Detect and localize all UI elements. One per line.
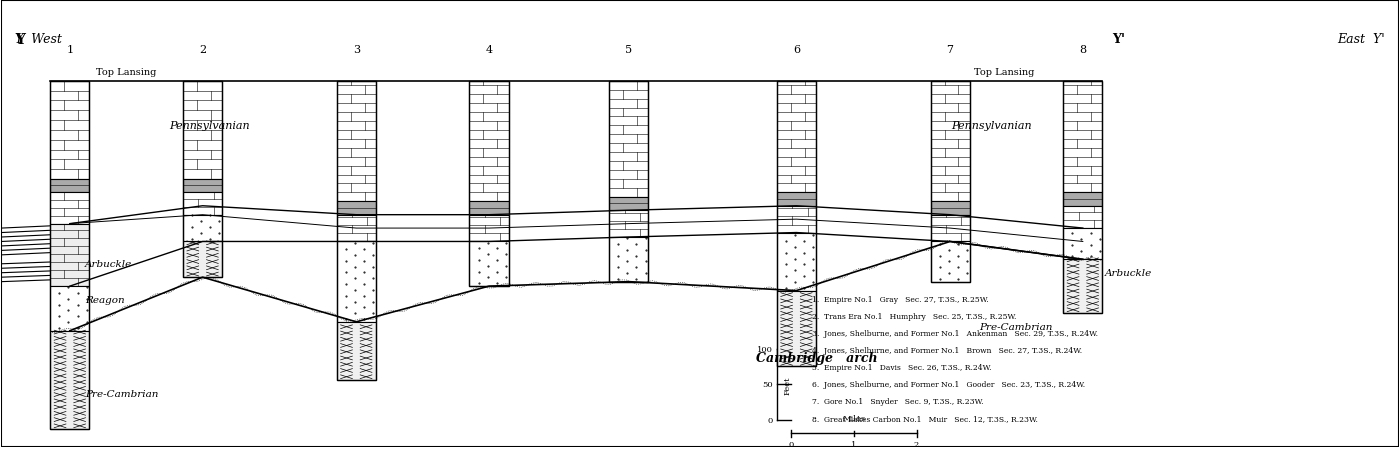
Text: 3.  Jones, Shelburne, and Former No.1   Ankenman   Sec. 29, T.3S., R.24W.: 3. Jones, Shelburne, and Former No.1 Ank… — [812, 329, 1098, 337]
Bar — [469, 215, 508, 242]
Bar — [1063, 260, 1102, 313]
Text: 0: 0 — [788, 440, 794, 448]
Bar — [931, 82, 970, 282]
Text: East  Y': East Y' — [1337, 32, 1385, 46]
Bar — [183, 179, 223, 193]
Bar — [50, 193, 90, 224]
Text: 0: 0 — [767, 416, 773, 424]
Text: 6.  Jones, Shelburne, and Former No.1   Gooder   Sec. 23, T.3S., R.24W.: 6. Jones, Shelburne, and Former No.1 Goo… — [812, 380, 1085, 388]
Text: Feet: Feet — [784, 375, 792, 394]
Text: 4.  Jones, Shelburne, and Former No.1   Brown   Sec. 27, T.3S., R.24W.: 4. Jones, Shelburne, and Former No.1 Bro… — [812, 346, 1082, 354]
Text: 7.  Gore No.1   Snyder   Sec. 9, T.3S., R.23W.: 7. Gore No.1 Snyder Sec. 9, T.3S., R.23W… — [812, 397, 983, 405]
Bar — [183, 242, 223, 277]
Text: Miles: Miles — [843, 414, 865, 422]
Text: Pennsylvanian: Pennsylvanian — [952, 121, 1032, 131]
Bar — [609, 238, 648, 282]
Text: Top Lansing: Top Lansing — [974, 68, 1035, 77]
Bar — [337, 202, 375, 215]
Bar — [50, 179, 90, 193]
Bar — [337, 82, 375, 380]
Text: Pennsylvanian: Pennsylvanian — [169, 121, 249, 131]
Text: Arbuckle: Arbuckle — [1105, 269, 1152, 278]
Bar — [609, 198, 648, 211]
Bar — [931, 82, 970, 202]
Text: Pre-Cambrian: Pre-Cambrian — [980, 322, 1053, 331]
Bar — [777, 233, 816, 291]
Text: 2.  Trans Era No.1   Humphry   Sec. 25, T.3S., R.25W.: 2. Trans Era No.1 Humphry Sec. 25, T.3S.… — [812, 312, 1016, 320]
Bar — [1063, 206, 1102, 229]
Bar — [337, 215, 375, 242]
Text: 3: 3 — [353, 45, 360, 55]
Text: Reagon: Reagon — [85, 295, 125, 304]
Bar — [609, 211, 648, 238]
Text: 5: 5 — [626, 45, 633, 55]
Text: 2: 2 — [914, 440, 920, 448]
Bar — [50, 286, 90, 331]
Bar — [1063, 82, 1102, 193]
Bar — [777, 291, 816, 367]
Text: Cambridge   arch: Cambridge arch — [756, 351, 878, 364]
Text: Arbuckle: Arbuckle — [85, 260, 133, 269]
Bar — [183, 82, 223, 179]
Bar — [469, 242, 508, 286]
Bar — [469, 82, 508, 202]
Bar — [931, 202, 970, 215]
Bar — [183, 215, 223, 242]
Bar — [50, 82, 90, 179]
Bar — [931, 215, 970, 242]
Bar — [609, 82, 648, 198]
Bar — [183, 82, 223, 277]
Text: 1.  Empire No.1   Gray   Sec. 27, T.3S., R.25W.: 1. Empire No.1 Gray Sec. 27, T.3S., R.25… — [812, 295, 988, 304]
Text: 50: 50 — [762, 381, 773, 388]
Text: Y: Y — [15, 32, 25, 46]
Text: 8.  Great Lakes Carbon No.1   Muir   Sec. 12, T.3S., R.23W.: 8. Great Lakes Carbon No.1 Muir Sec. 12,… — [812, 414, 1037, 422]
Text: 100: 100 — [757, 345, 773, 353]
Bar — [931, 242, 970, 282]
Bar — [777, 193, 816, 206]
Text: 7: 7 — [946, 45, 953, 55]
Bar — [337, 322, 375, 380]
Bar — [777, 82, 816, 193]
Bar — [50, 82, 90, 429]
Bar — [1063, 229, 1102, 260]
Bar — [469, 202, 508, 215]
Bar — [337, 82, 375, 202]
Text: Top Lansing: Top Lansing — [97, 68, 157, 77]
Text: 4: 4 — [486, 45, 493, 55]
Text: 1: 1 — [66, 45, 73, 55]
Text: 8: 8 — [1079, 45, 1086, 55]
Text: 1: 1 — [851, 440, 857, 448]
Bar — [777, 82, 816, 367]
Text: 6: 6 — [792, 45, 799, 55]
Bar — [183, 193, 223, 215]
Bar — [1063, 193, 1102, 206]
Bar — [777, 206, 816, 233]
Bar — [1063, 82, 1102, 313]
Text: 5.  Empire No.1   Davis   Sec. 26, T.3S., R.24W.: 5. Empire No.1 Davis Sec. 26, T.3S., R.2… — [812, 363, 991, 371]
Bar — [609, 82, 648, 282]
Bar — [50, 331, 90, 429]
Bar — [337, 242, 375, 322]
Bar — [50, 224, 90, 286]
Text: Pre-Cambrian: Pre-Cambrian — [85, 389, 158, 398]
Text: 2: 2 — [199, 45, 206, 55]
Bar — [469, 82, 508, 286]
Text: Y  West: Y West — [15, 32, 62, 46]
Text: Y': Y' — [1112, 32, 1126, 46]
